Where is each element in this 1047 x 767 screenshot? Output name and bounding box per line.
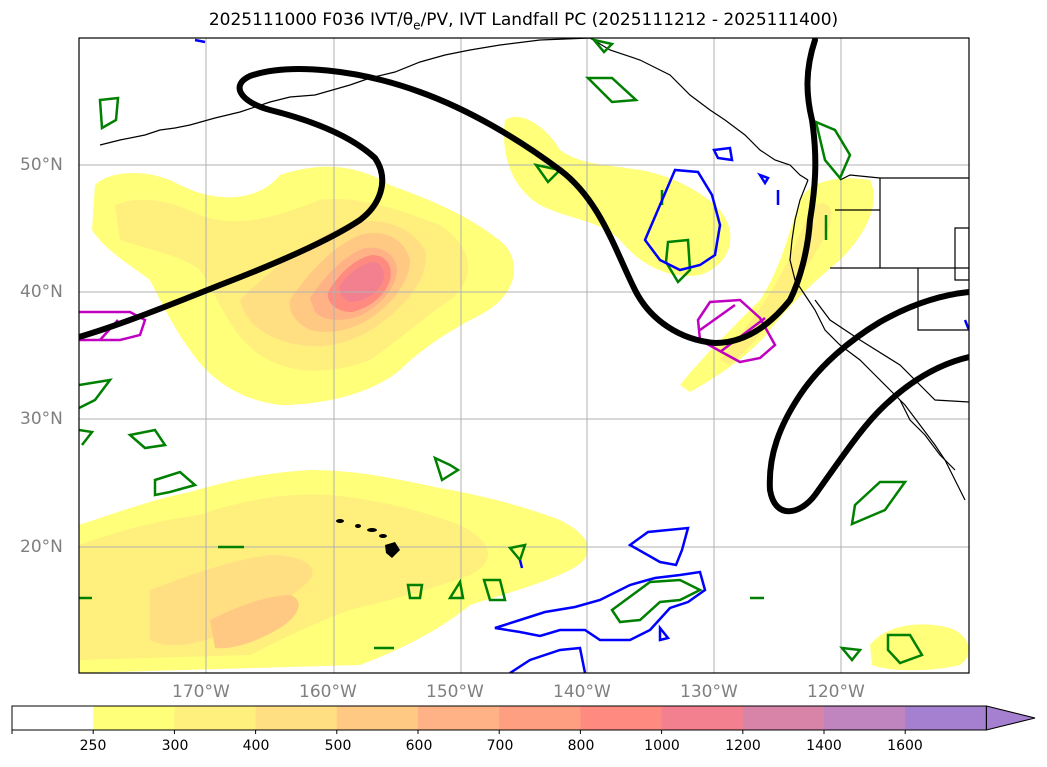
colorbar-tick-500: 500 [324, 738, 352, 754]
lat-label-20n: 20°N [20, 537, 63, 557]
colorbar-segment [12, 706, 94, 730]
colorbar-tick-600: 600 [405, 738, 433, 754]
colorbar-segment [418, 706, 500, 730]
lat-label-30n: 30°N [20, 409, 63, 429]
pv-contours-green [79, 38, 924, 665]
colorbar-tick-1400: 1400 [806, 738, 842, 754]
graticule [79, 38, 969, 673]
colorbar-tick-400: 400 [242, 738, 270, 754]
ivt-region-subtropical-3 [150, 555, 313, 646]
colorbar-segment [499, 706, 581, 730]
colorbar-segment [174, 706, 257, 730]
colorbar-tick-1600: 1600 [887, 738, 923, 754]
colorbar-segment [93, 706, 175, 730]
hawaiian-islands [336, 519, 400, 558]
lon-label-160w: 160°W [299, 682, 357, 702]
colorbar-segment [580, 706, 663, 730]
lon-label-120w: 120°W [807, 682, 865, 702]
colorbar-tick-1200: 1200 [725, 738, 761, 754]
jet-west [79, 38, 819, 346]
ivt-region-coastal-inner [720, 203, 832, 365]
colorbar-segment [742, 706, 825, 730]
jet-contours [79, 38, 969, 515]
lon-label-170w: 170°W [172, 682, 230, 702]
lon-label-130w: 130°W [680, 682, 738, 702]
pv-contours-blue [194, 38, 969, 673]
map-frame [78, 37, 970, 674]
colorbar-tick-250: 250 [79, 738, 107, 754]
ivt-region-subtropical-4 [210, 595, 299, 649]
coastlines [99, 38, 969, 501]
colorbar-extend-arrow [985, 705, 1036, 731]
map-title: 2025111000 F036 IVT/θe/PV, IVT Landfall … [208, 10, 839, 33]
lat-label-40n: 40°N [20, 282, 63, 302]
colorbar-segment [336, 706, 419, 730]
colorbar-tick-300: 300 [161, 738, 189, 754]
lat-label-50n: 50°N [20, 155, 63, 175]
jet-east [766, 289, 969, 515]
colorbar-segment [255, 706, 338, 730]
colorbar-segment [661, 706, 744, 730]
colorbar [11, 705, 1036, 734]
colorbar-tick-1000: 1000 [644, 738, 680, 754]
lon-label-150w: 150°W [426, 682, 484, 702]
ivt-region-ne-pacific [504, 116, 731, 276]
colorbar-segment [905, 706, 987, 730]
colorbar-tick-800: 800 [567, 738, 595, 754]
colorbar-tick-700: 700 [486, 738, 514, 754]
lon-label-140w: 140°W [553, 682, 611, 702]
colorbar-segment [824, 706, 906, 730]
